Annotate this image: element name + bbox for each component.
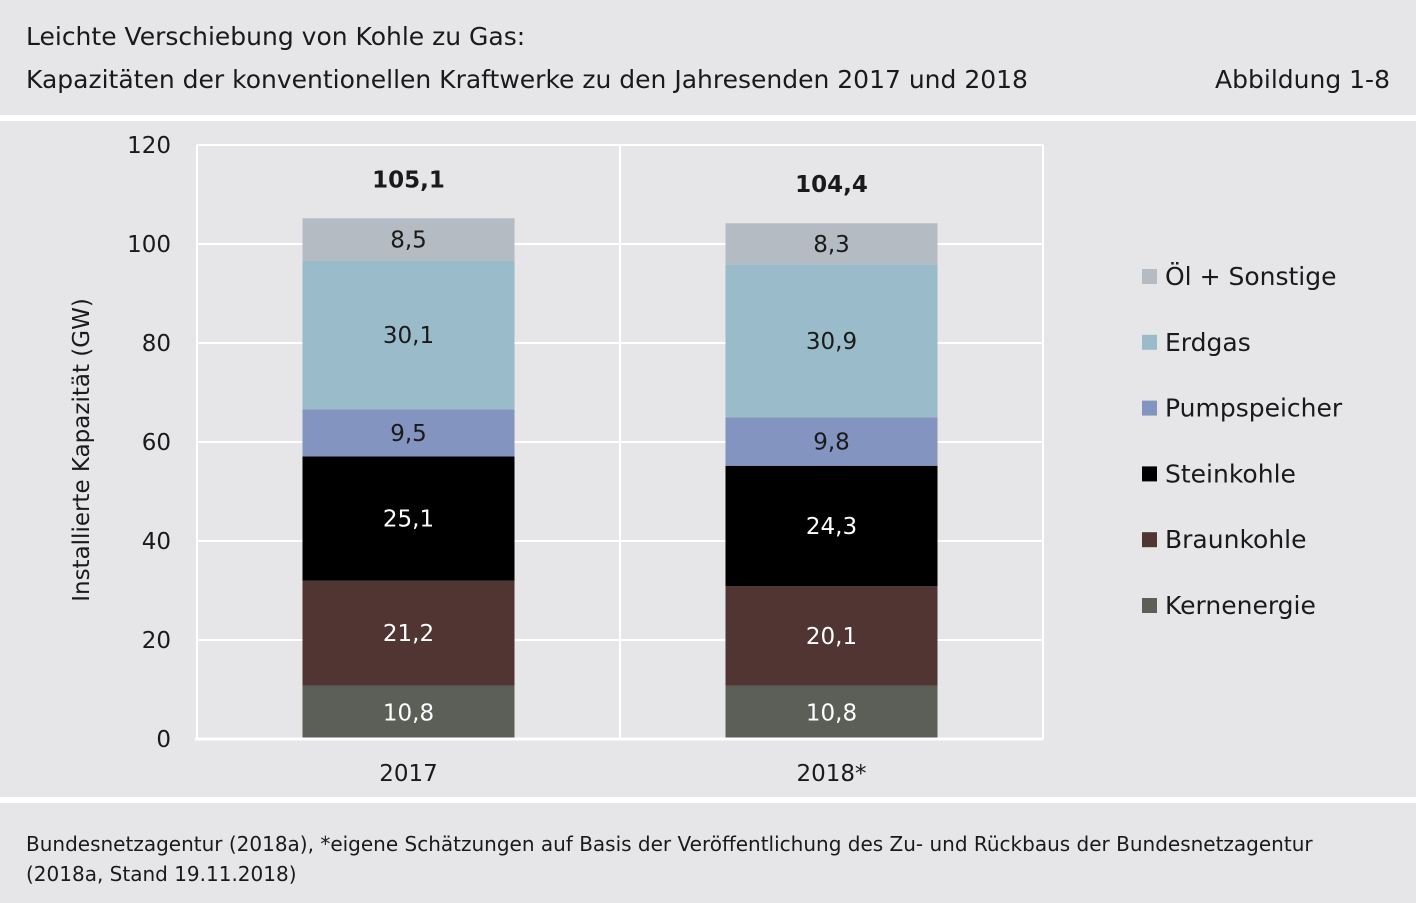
- labels-layer: 10,8 21,2 25,1 9,5 30,1 8,5 105,1 10,8 20,1 24,3 9…: [372, 167, 868, 726]
- legend-swatch: [1142, 466, 1157, 482]
- legend-swatch: [1142, 598, 1157, 613]
- y-axis-title: Installierte Kapazität (GW): [69, 298, 95, 602]
- data-label: 10,8: [383, 700, 434, 726]
- bar-segment: [302, 685, 515, 739]
- x-tick-label: 2017: [379, 761, 438, 787]
- y-tick-label: 100: [127, 232, 171, 258]
- data-label: 8,3: [813, 232, 850, 258]
- data-label: 8,5: [390, 227, 427, 253]
- stacked-bar-chart: 10,8 21,2 25,1 9,5 30,1 8,5 105,1 10,8 20,1 24,3 9…: [0, 121, 1416, 797]
- data-label: 30,9: [806, 329, 857, 355]
- legend-label: Pumpspeicher: [1165, 394, 1343, 423]
- chart-background: [0, 121, 1416, 797]
- x-tick-label: 2018*: [796, 761, 866, 787]
- bars-layer: [302, 218, 938, 739]
- bar-segment: [725, 685, 938, 739]
- y-tick-label: 80: [142, 331, 171, 357]
- legend-label: Braunkohle: [1165, 525, 1307, 554]
- legend-swatch: [1142, 334, 1157, 350]
- y-tick-label: 120: [127, 133, 171, 159]
- separator-bottom: [0, 797, 1416, 803]
- bar-segment: [725, 417, 938, 466]
- data-label: 9,8: [813, 430, 850, 456]
- bar-segment: [302, 260, 515, 410]
- data-label: 20,1: [806, 624, 857, 650]
- bar-segment: [725, 465, 938, 587]
- legend-swatch: [1142, 269, 1157, 284]
- legend-label: Erdgas: [1165, 328, 1251, 357]
- bar-segment: [725, 264, 938, 418]
- data-label: 10,8: [806, 700, 857, 726]
- legend-swatch: [1142, 532, 1157, 548]
- figure-reference: Abbildung 1-8: [1215, 65, 1390, 94]
- legend-label: Kernenergie: [1165, 591, 1316, 620]
- chart-subtitle: Kapazitäten der konventionellen Kraftwer…: [26, 65, 1028, 94]
- total-label: 105,1: [372, 167, 445, 193]
- bar-segment: [302, 409, 515, 457]
- y-tick-label: 60: [142, 430, 171, 456]
- bar-segment: [302, 218, 515, 261]
- legend-swatch: [1142, 400, 1157, 416]
- legend-label: Öl + Sonstige: [1165, 262, 1337, 291]
- bar-segment: [725, 223, 938, 265]
- data-label: 24,3: [806, 514, 857, 540]
- bar-segment: [302, 456, 515, 581]
- legend: Öl + Sonstige Erdgas Pumpspeicher Steinkohl…: [1142, 262, 1343, 620]
- total-label: 104,4: [795, 172, 868, 198]
- data-label: 9,5: [390, 421, 427, 447]
- source-note: Bundesnetzagentur (2018a), *eigene Schät…: [26, 832, 1313, 886]
- y-tick-label: 0: [156, 727, 171, 753]
- data-label: 30,1: [383, 323, 434, 349]
- data-label: 25,1: [383, 506, 434, 532]
- y-tick-label: 40: [142, 529, 171, 555]
- data-label: 21,2: [383, 621, 434, 647]
- bar-segment: [725, 586, 938, 686]
- separator-top: [0, 115, 1416, 121]
- header: Leichte Verschiebung von Kohle zu Gas: K…: [0, 0, 1416, 115]
- legend-label: Steinkohle: [1165, 459, 1296, 488]
- y-tick-label: 20: [142, 628, 171, 654]
- footer: Bundesnetzagentur (2018a), *eigene Schät…: [0, 803, 1416, 903]
- chart-title: Leichte Verschiebung von Kohle zu Gas:: [26, 22, 526, 51]
- bar-segment: [302, 580, 515, 686]
- axis-layer: 0 20 40 60 80 100 120 2017 2018* Installierte Kap…: [69, 133, 1043, 787]
